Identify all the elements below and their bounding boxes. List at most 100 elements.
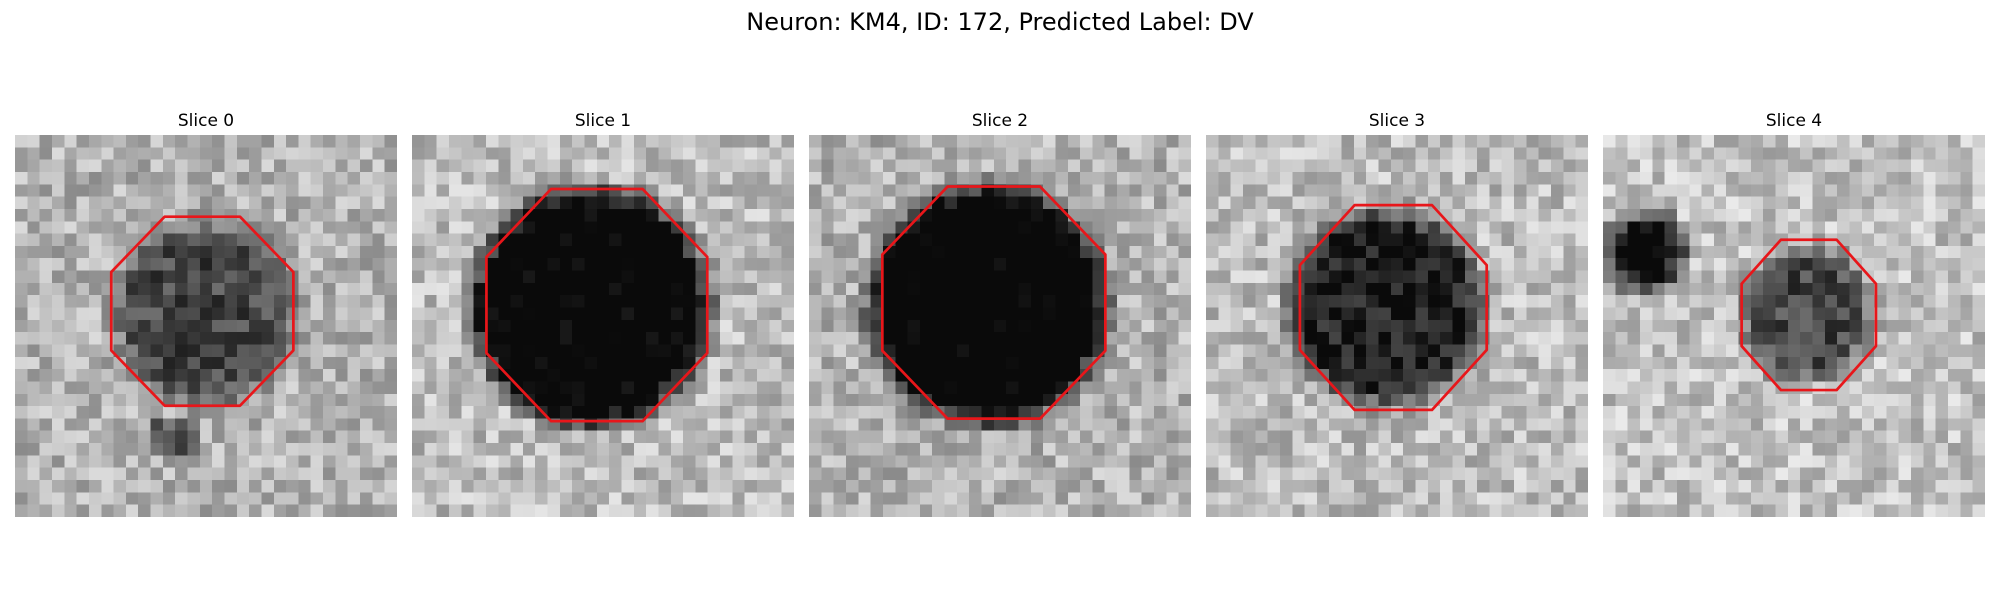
pixel — [249, 245, 262, 259]
pixel — [1526, 393, 1539, 407]
pixel — [1713, 147, 1727, 160]
pixel — [646, 381, 659, 395]
pixel — [1489, 221, 1502, 234]
pixel — [1316, 208, 1330, 222]
pixel — [1067, 492, 1081, 505]
pixel — [113, 418, 127, 431]
pixel — [1117, 381, 1130, 395]
pixel — [870, 480, 884, 493]
pixel — [1206, 480, 1219, 493]
pixel — [522, 258, 536, 271]
pixel — [224, 332, 238, 345]
pixel — [882, 307, 896, 321]
pixel — [572, 258, 585, 271]
pixel — [981, 135, 995, 148]
pixel — [757, 208, 770, 222]
pixel — [27, 418, 40, 431]
pixel — [1329, 467, 1342, 481]
pixel — [981, 443, 995, 456]
pixel — [360, 393, 373, 407]
pixel — [286, 467, 299, 481]
pixel — [1489, 135, 1502, 148]
pixel — [412, 406, 425, 419]
pixel — [1104, 245, 1118, 259]
pixel — [1477, 135, 1490, 148]
pixel — [547, 282, 561, 296]
pixel — [1713, 356, 1727, 370]
pixel — [744, 356, 758, 370]
pixel — [1154, 221, 1167, 234]
pixel — [1701, 467, 1715, 481]
pixel — [956, 406, 970, 419]
pixel — [695, 332, 708, 345]
pixel — [1627, 369, 1641, 382]
pixel — [175, 393, 188, 407]
pixel — [162, 344, 176, 358]
pixel — [88, 492, 102, 505]
pixel — [1726, 282, 1739, 296]
pixel — [1230, 344, 1244, 358]
pixel — [1676, 504, 1690, 517]
pixel — [27, 171, 40, 185]
pixel — [310, 307, 324, 321]
pixel — [732, 208, 745, 222]
pixel — [1080, 171, 1093, 185]
pixel — [175, 147, 188, 160]
pixel — [510, 356, 524, 370]
pixel — [138, 171, 151, 185]
pixel — [310, 159, 324, 173]
pixel — [907, 504, 921, 517]
pixel — [1501, 319, 1515, 333]
pixel — [1874, 406, 1887, 419]
pixel — [956, 381, 970, 395]
pixel — [1627, 221, 1641, 234]
pixel — [1538, 270, 1552, 284]
pixel — [646, 418, 659, 431]
pixel — [1664, 480, 1678, 493]
pixel — [969, 295, 982, 308]
pixel — [1378, 147, 1392, 160]
pixel — [1178, 480, 1191, 493]
pixel — [424, 467, 437, 481]
pixel — [1501, 159, 1515, 173]
pixel — [1415, 319, 1429, 333]
pixel — [1563, 504, 1576, 517]
pixel — [1886, 295, 1899, 308]
pixel — [1403, 184, 1416, 197]
pixel — [1750, 208, 1764, 222]
pixel — [1178, 184, 1191, 197]
pixel — [51, 455, 65, 468]
pixel — [1812, 492, 1826, 505]
pixel — [1341, 307, 1355, 321]
pixel — [1812, 258, 1826, 271]
pixel — [1701, 258, 1715, 271]
pixel — [1279, 430, 1293, 444]
pixel — [572, 221, 585, 234]
pixel — [1043, 443, 1056, 456]
pixel — [138, 406, 151, 419]
pixel — [360, 356, 373, 370]
pixel — [1316, 282, 1330, 296]
pixel — [125, 455, 139, 468]
pixel — [969, 455, 982, 468]
pixel — [1341, 455, 1355, 468]
pixel — [609, 258, 622, 271]
pixel — [298, 258, 311, 271]
pixel — [1129, 418, 1142, 431]
pixel — [895, 184, 908, 197]
pixel — [162, 171, 176, 185]
pixel — [670, 147, 684, 160]
pixel — [51, 295, 65, 308]
pixel — [1018, 245, 1032, 259]
pixel — [1713, 184, 1727, 197]
pixel — [1501, 245, 1515, 259]
pixel — [658, 184, 672, 197]
pixel — [1800, 480, 1813, 493]
pixel — [236, 467, 250, 481]
pixel — [1154, 332, 1167, 345]
pixel — [609, 147, 622, 160]
pixel — [498, 467, 511, 481]
pixel — [981, 381, 995, 395]
pixel — [199, 159, 213, 173]
pixel — [1218, 393, 1231, 407]
